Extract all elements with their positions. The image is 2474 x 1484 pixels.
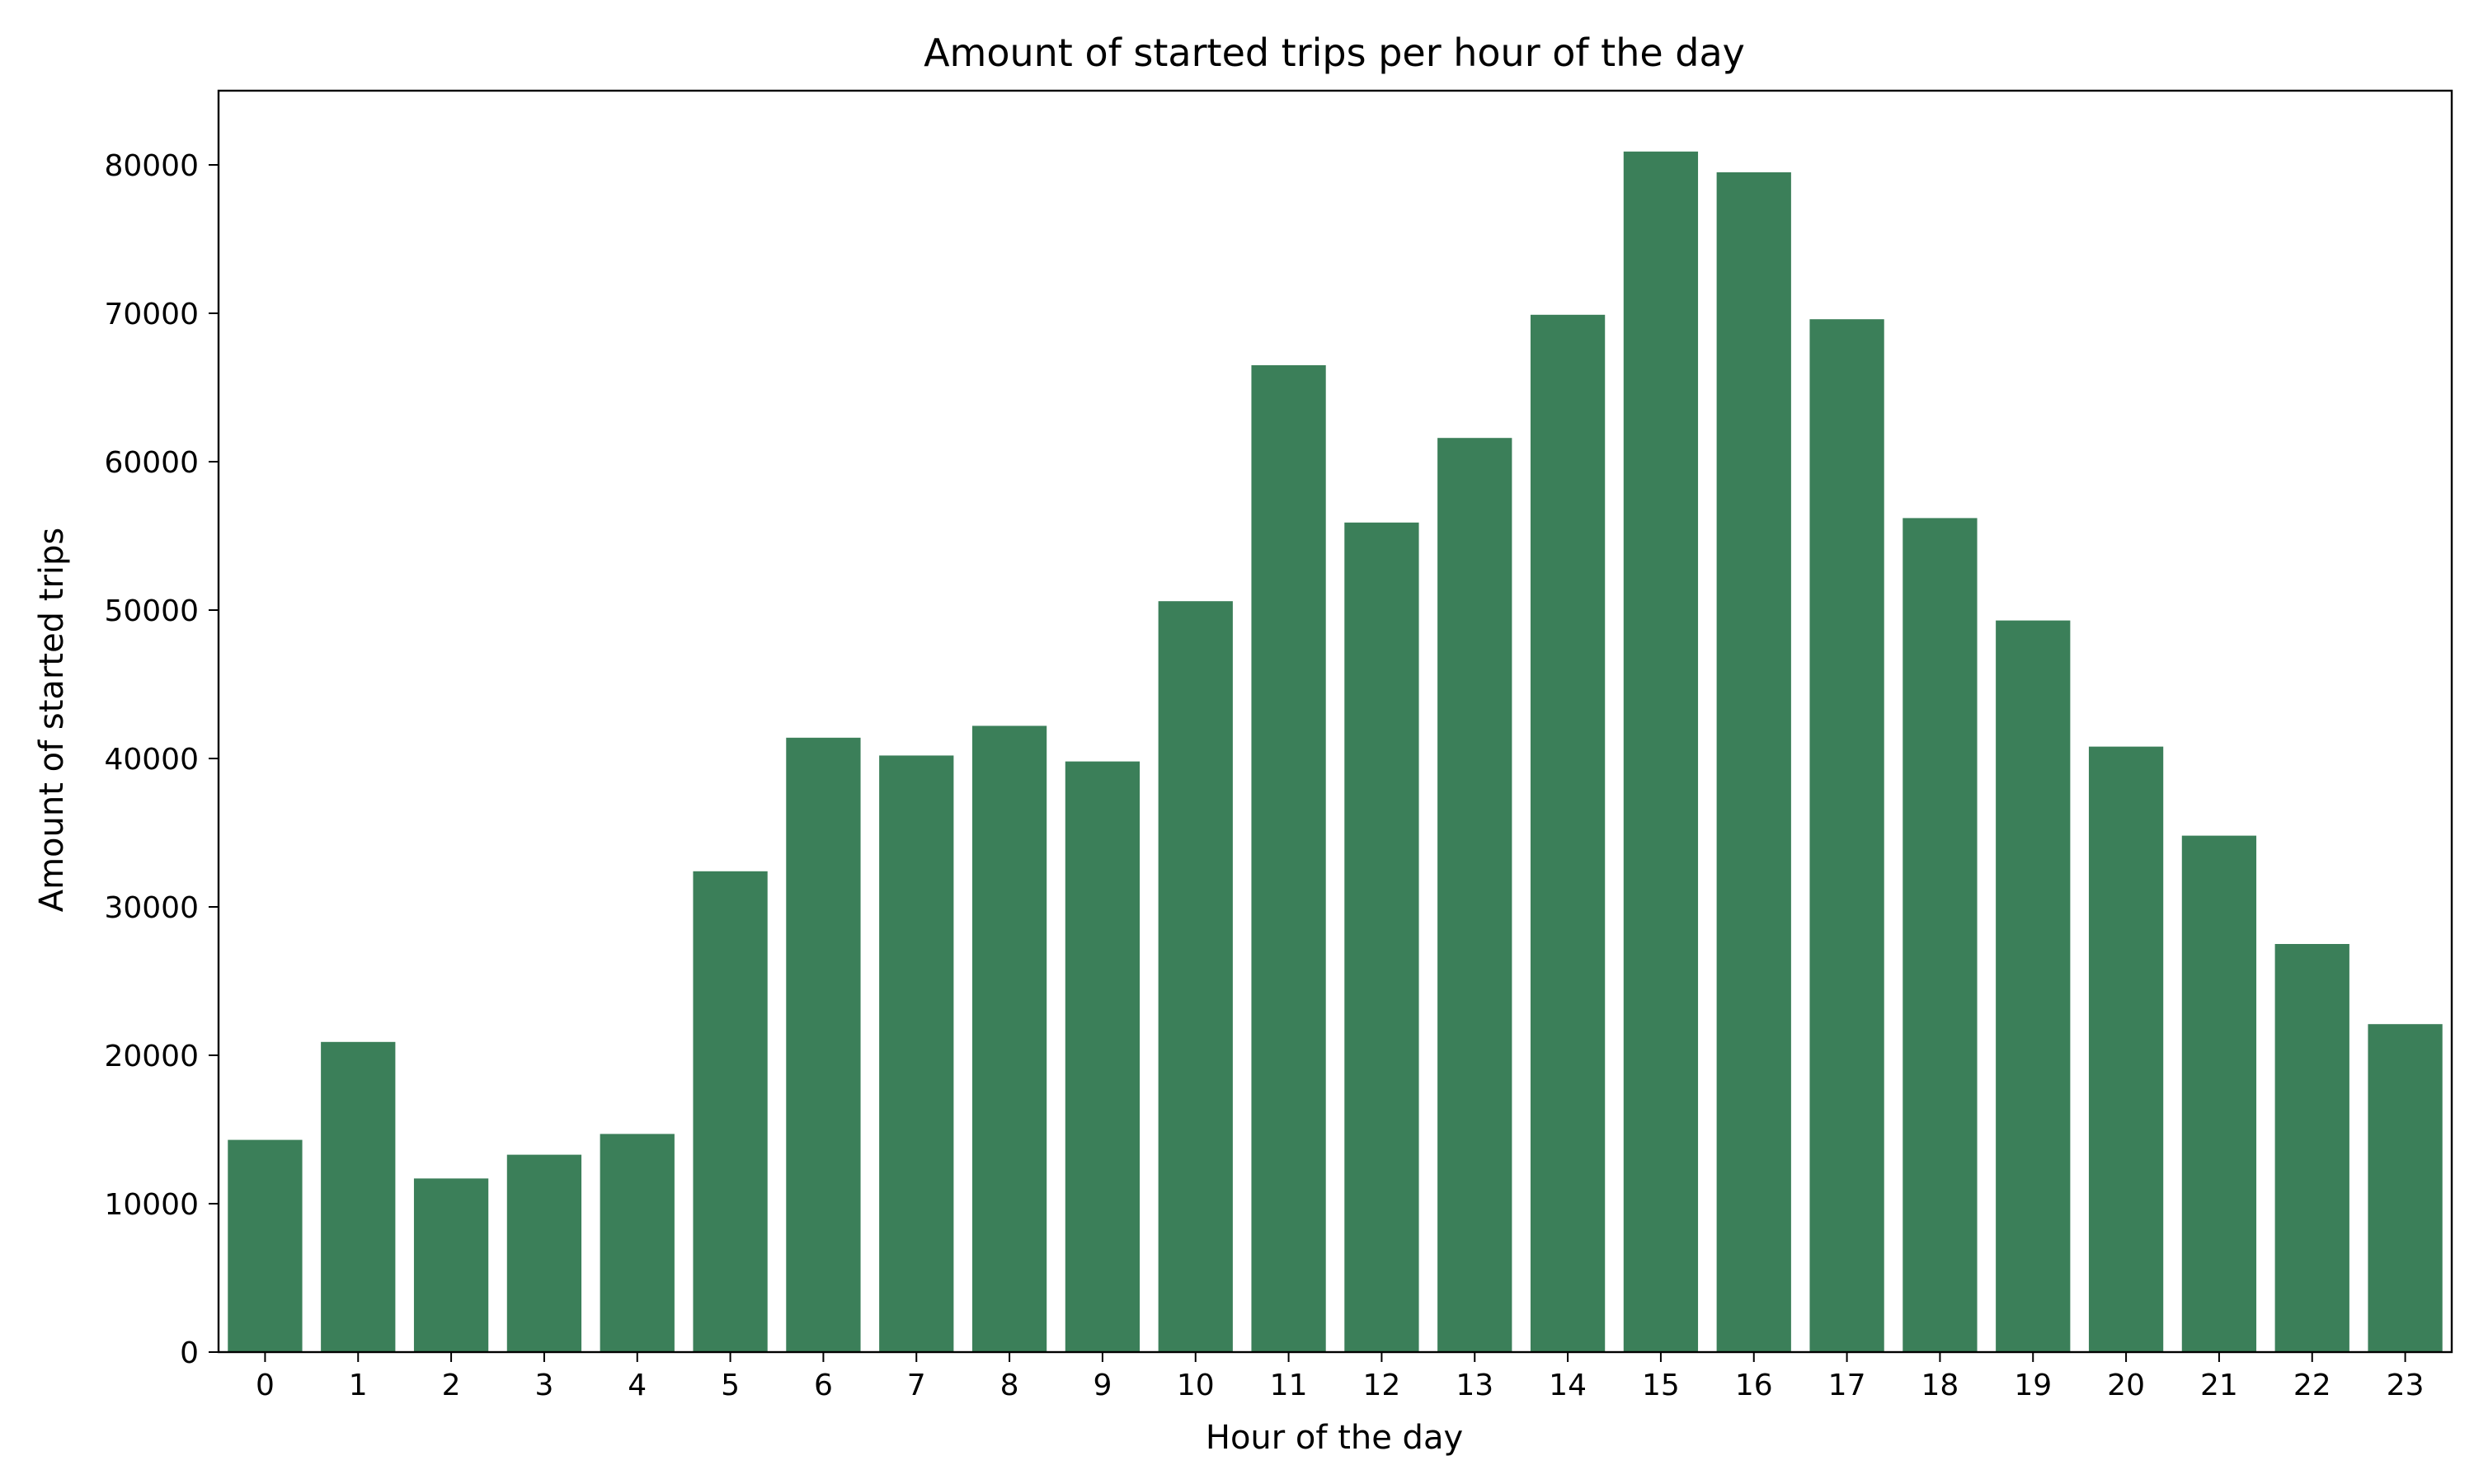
y-ticks-group: 0 10000 20000 30000 40000 50000 60000 70000 8000… <box>104 149 219 1370</box>
x-tick-label: 23 <box>2387 1369 2425 1402</box>
bar-hour-8 <box>971 726 1047 1352</box>
bar-hour-3 <box>506 1154 582 1352</box>
x-tick-label: 1 <box>349 1369 368 1402</box>
x-tick-label: 9 <box>1093 1369 1112 1402</box>
bar-hour-16 <box>1716 172 1791 1352</box>
x-tick-label: 3 <box>534 1369 553 1402</box>
x-tick-label: 16 <box>1735 1369 1773 1402</box>
x-tick-label: 12 <box>1363 1369 1401 1402</box>
bar-hour-5 <box>693 871 768 1352</box>
x-tick-label: 6 <box>814 1369 833 1402</box>
bar-hour-20 <box>2088 746 2164 1352</box>
bar-hour-4 <box>600 1134 675 1352</box>
y-tick-label: 20000 <box>104 1040 199 1073</box>
x-tick-label: 19 <box>2014 1369 2052 1402</box>
x-tick-label: 13 <box>1456 1369 1493 1402</box>
y-tick-label: 30000 <box>104 891 199 925</box>
x-axis-label: Hour of the day <box>1206 1419 1463 1457</box>
bar-hour-12 <box>1344 522 1419 1352</box>
y-tick-label: 80000 <box>104 149 199 183</box>
x-tick-label: 8 <box>1000 1369 1019 1402</box>
plot-frame <box>217 89 2453 1354</box>
y-tick-label: 10000 <box>104 1188 199 1222</box>
y-tick-label: 70000 <box>104 298 199 331</box>
bar-hour-9 <box>1065 761 1141 1352</box>
bar-hour-7 <box>879 755 954 1352</box>
bar-hour-11 <box>1251 365 1326 1352</box>
bar-hour-6 <box>786 737 861 1352</box>
bar-hour-21 <box>2181 835 2257 1352</box>
bars-group <box>228 151 2443 1353</box>
x-tick-label: 4 <box>628 1369 647 1402</box>
x-tick-label: 14 <box>1549 1369 1587 1402</box>
y-tick-label: 50000 <box>104 594 199 628</box>
chart-title: Amount of started trips per hour of the … <box>924 31 1745 75</box>
x-tick-label: 7 <box>907 1369 926 1402</box>
x-tick-label: 0 <box>256 1369 275 1402</box>
bar-hour-2 <box>413 1178 489 1352</box>
bar-hour-13 <box>1437 438 1512 1353</box>
y-tick-label: 40000 <box>104 743 199 777</box>
y-tick-label: 60000 <box>104 446 199 480</box>
bar-hour-1 <box>321 1041 396 1352</box>
x-tick-label: 2 <box>442 1369 461 1402</box>
bar-hour-14 <box>1530 314 1606 1352</box>
x-tick-label: 20 <box>2107 1369 2145 1402</box>
bar-hour-17 <box>1809 319 1884 1353</box>
x-tick-label: 17 <box>1828 1369 1866 1402</box>
bar-hour-0 <box>228 1139 303 1352</box>
bar-hour-10 <box>1158 601 1233 1352</box>
bar-hour-18 <box>1903 518 1978 1352</box>
x-tick-label: 5 <box>721 1369 740 1402</box>
bar-hour-15 <box>1623 151 1699 1352</box>
x-tick-label: 11 <box>1270 1369 1308 1402</box>
x-tick-label: 21 <box>2200 1369 2238 1402</box>
y-axis-label: Amount of started trips <box>33 528 71 913</box>
bar-hour-23 <box>2368 1024 2443 1352</box>
x-tick-label: 18 <box>1921 1369 1959 1402</box>
x-tick-label: 15 <box>1642 1369 1680 1402</box>
x-tick-label: 10 <box>1177 1369 1215 1402</box>
x-ticks-group: 0 1 2 3 4 5 6 7 8 9 10 11 12 13 14 15 16 17 18 19 20 21 22 23 <box>256 1352 2425 1402</box>
x-tick-label: 22 <box>2293 1369 2331 1402</box>
bar-hour-19 <box>1996 620 2071 1352</box>
y-tick-label: 0 <box>180 1336 199 1370</box>
bar-hour-22 <box>2274 944 2349 1352</box>
